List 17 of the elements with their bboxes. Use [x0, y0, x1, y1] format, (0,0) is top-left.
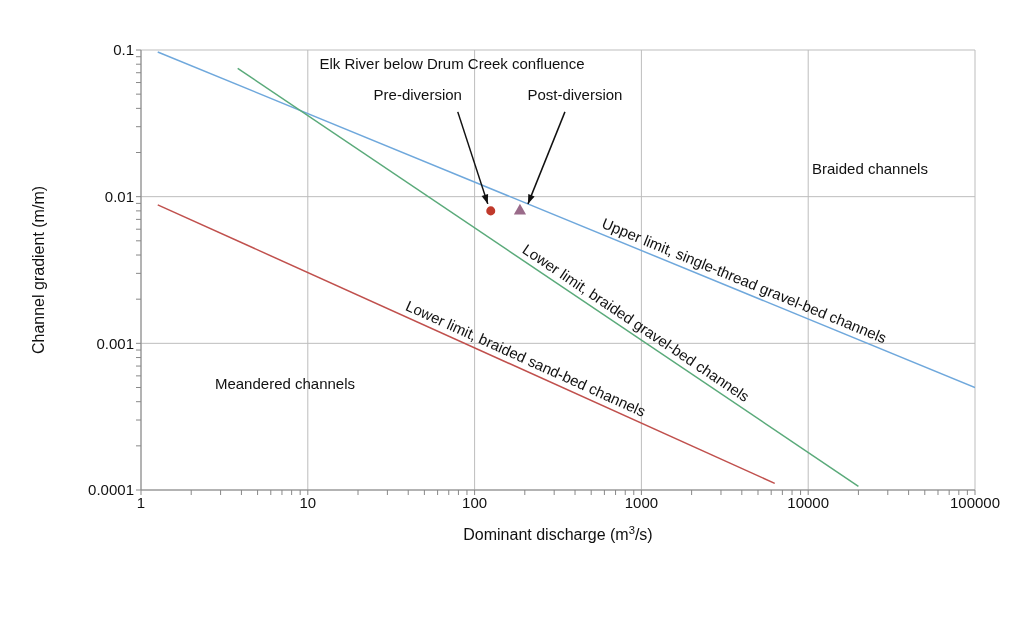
annotation: Braided channels	[812, 159, 928, 177]
x-tick-label: 1	[136, 493, 146, 511]
x-axis-title: Dominant discharge (m$^{3}$/s)	[463, 524, 653, 543]
x-tick-label: 1000	[624, 493, 659, 511]
x-tick-label: 100	[462, 493, 488, 511]
annotation: Meandered channels	[214, 374, 356, 392]
y-tick-label: 0.0001	[88, 481, 134, 499]
x-tick-label: 100000	[949, 493, 1001, 511]
y-tick-label: 0.01	[104, 187, 134, 205]
text: Pre-diversion	[373, 85, 462, 103]
annotation: Elk River below Drum Creek confluence	[319, 54, 585, 72]
x-tick-label: 10000	[787, 493, 830, 511]
y-tick-label: 0.1	[113, 41, 134, 59]
text: Post-diversion	[527, 85, 623, 103]
y-axis-title: Channel gradient (m/m)	[29, 185, 47, 355]
y-tick-label: 0.001	[96, 334, 134, 352]
x-tick-label: 10	[299, 493, 317, 511]
